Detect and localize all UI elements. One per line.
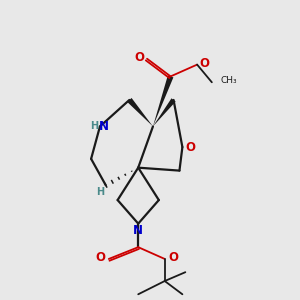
Text: O: O <box>200 57 209 70</box>
Text: CH₃: CH₃ <box>221 76 237 85</box>
Polygon shape <box>153 75 173 126</box>
Text: O: O <box>95 251 106 264</box>
Polygon shape <box>127 98 153 126</box>
Text: O: O <box>135 51 145 64</box>
Text: H: H <box>96 187 104 197</box>
Text: N: N <box>133 224 143 237</box>
Text: H: H <box>90 122 98 131</box>
Text: N: N <box>99 120 110 133</box>
Text: O: O <box>168 251 178 264</box>
Text: O: O <box>186 141 196 154</box>
Polygon shape <box>153 98 176 126</box>
